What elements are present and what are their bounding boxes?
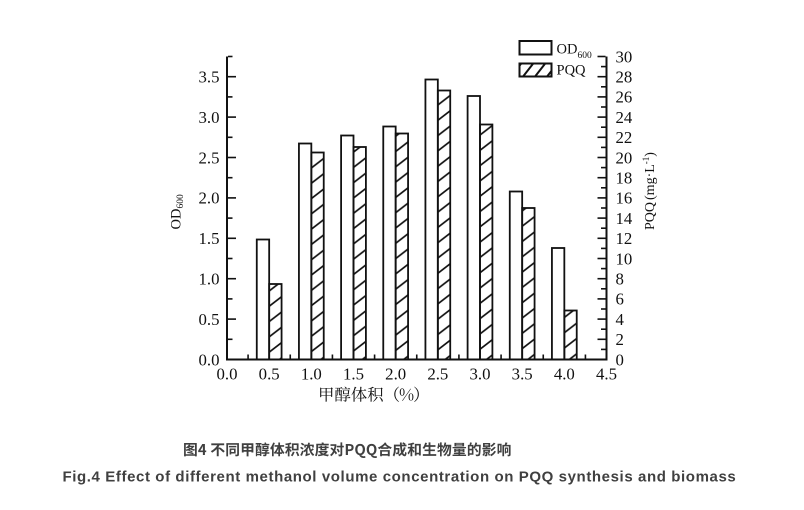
svg-text:30: 30 bbox=[616, 47, 633, 66]
svg-text:28: 28 bbox=[616, 68, 633, 87]
svg-text:14: 14 bbox=[616, 209, 633, 228]
svg-text:0.0: 0.0 bbox=[217, 365, 238, 384]
svg-text:0.0: 0.0 bbox=[199, 350, 220, 369]
svg-text:3.0: 3.0 bbox=[470, 365, 491, 384]
svg-text:12: 12 bbox=[616, 229, 633, 248]
svg-text:8: 8 bbox=[616, 270, 624, 289]
svg-text:2.5: 2.5 bbox=[427, 365, 448, 384]
svg-text:PQQ: PQQ bbox=[557, 63, 587, 79]
svg-text:20: 20 bbox=[616, 148, 633, 167]
svg-text:10: 10 bbox=[616, 249, 633, 268]
svg-text:3.5: 3.5 bbox=[512, 365, 533, 384]
svg-text:24: 24 bbox=[616, 108, 633, 127]
svg-text:3.0: 3.0 bbox=[199, 108, 220, 127]
svg-text:0: 0 bbox=[616, 350, 624, 369]
svg-text:18: 18 bbox=[616, 169, 633, 188]
svg-text:16: 16 bbox=[616, 189, 633, 208]
svg-text:2: 2 bbox=[616, 330, 624, 349]
svg-text:4.0: 4.0 bbox=[554, 365, 575, 384]
svg-text:4: 4 bbox=[616, 310, 625, 329]
svg-text:Fig.4 Effect of different meth: Fig.4 Effect of different methanol volum… bbox=[63, 469, 737, 486]
svg-text:0.5: 0.5 bbox=[199, 310, 220, 329]
svg-text:0.5: 0.5 bbox=[259, 365, 280, 384]
svg-text:1.5: 1.5 bbox=[343, 365, 364, 384]
svg-text:1.5: 1.5 bbox=[199, 229, 220, 248]
svg-text:2.0: 2.0 bbox=[385, 365, 406, 384]
svg-text:PQQ(mg·L-1): PQQ(mg·L-1) bbox=[641, 152, 658, 230]
svg-text:22: 22 bbox=[616, 128, 633, 147]
svg-text:26: 26 bbox=[616, 88, 633, 107]
svg-text:2.5: 2.5 bbox=[199, 148, 220, 167]
svg-text:4.5: 4.5 bbox=[596, 365, 617, 384]
svg-text:2.0: 2.0 bbox=[199, 189, 220, 208]
svg-text:1.0: 1.0 bbox=[199, 270, 220, 289]
svg-text:1.0: 1.0 bbox=[301, 365, 322, 384]
svg-text:6: 6 bbox=[616, 290, 624, 309]
svg-text:3.5: 3.5 bbox=[199, 68, 220, 87]
